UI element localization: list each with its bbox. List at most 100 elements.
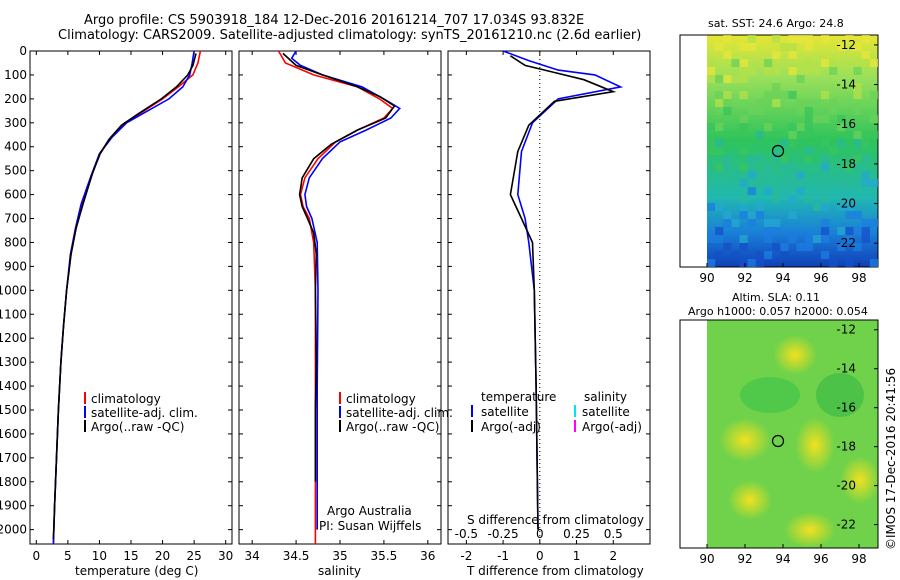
sst-cell: [780, 155, 789, 163]
sst-cell: [707, 203, 716, 211]
sst-cell: [796, 243, 805, 251]
sst-cell: [731, 171, 740, 179]
sst-cell: [861, 235, 870, 243]
map-lon-label: 90: [699, 271, 714, 285]
salinity-legend: climatology satellite-adj. clim. Argo(..…: [319, 392, 453, 533]
sst-cell: [804, 235, 813, 243]
sst-cell: [715, 251, 724, 259]
sst-cell: [869, 179, 878, 187]
sla-map-title-1: Altim. SLA: 0.11: [732, 291, 821, 304]
x-tick-label: 30: [218, 549, 233, 563]
sst-cell: [715, 203, 724, 211]
sst-cell: [747, 67, 756, 75]
sst-cell: [788, 131, 797, 139]
legend-argo: Argo(..raw -QC): [346, 420, 439, 434]
sla-map: [679, 319, 880, 549]
sst-cell: [861, 59, 870, 67]
depth-tick-label: 700: [4, 212, 27, 226]
sst-cell: [788, 51, 797, 59]
sst-cell: [763, 163, 773, 171]
sst-cell: [861, 131, 870, 139]
sst-cell: [853, 155, 862, 163]
sst-cell: [739, 67, 748, 75]
sst-cell: [715, 99, 724, 107]
sst-cell: [796, 187, 805, 195]
legend-argo: Argo(..raw -QC): [91, 420, 184, 434]
sst-cell: [796, 107, 805, 115]
sst-cell: [723, 91, 732, 99]
x-tick-label: 15: [123, 549, 138, 563]
map-lat-label: -22: [836, 518, 856, 532]
x-tick-label: 5: [64, 549, 72, 563]
sst-cell: [804, 195, 813, 203]
map-lon-label: 96: [813, 271, 828, 285]
sst-cell: [755, 99, 765, 107]
sst-cell: [731, 75, 740, 83]
s-tick-label: -0.5: [455, 527, 478, 541]
sst-cell: [723, 163, 732, 171]
depth-tick-label: 1900: [0, 499, 27, 513]
x-tick-label: 0: [32, 549, 40, 563]
sst-cell: [869, 219, 878, 227]
series-line-satellite-adj-clim-: [52, 50, 195, 545]
sst-cell: [796, 171, 805, 179]
sst-cell: [707, 59, 716, 67]
sst-cell: [707, 139, 716, 147]
sst-cell: [707, 67, 716, 75]
s-tick-label: 0.5: [604, 527, 623, 541]
series-layer: [52, 50, 624, 545]
sst-cell: [739, 123, 748, 131]
map-lat-label: -16: [836, 401, 856, 415]
sst-cell: [715, 123, 724, 131]
header-line-1: Argo profile: CS 5903918_184 12-Dec-2016…: [84, 13, 585, 28]
depth-tick-label: 600: [4, 188, 27, 202]
sst-cell: [780, 163, 789, 171]
salinity-panel-frame: [238, 50, 442, 545]
sst-cell: [755, 171, 765, 179]
sst-cell: [772, 51, 781, 59]
sst-cell: [747, 43, 756, 51]
sst-cell: [812, 67, 822, 75]
sst-cell: [829, 59, 838, 67]
sst-cell: [812, 99, 822, 107]
sst-cell: [739, 195, 748, 203]
sst-cell: [820, 179, 830, 187]
sst-cell: [869, 131, 878, 139]
sst-cell: [780, 139, 789, 147]
sst-cell: [837, 139, 846, 147]
x-tick-label: 35: [332, 549, 347, 563]
x-tick-label: 0: [536, 549, 544, 563]
depth-tick-label: 400: [4, 140, 27, 154]
map-lon-label: 98: [851, 552, 866, 566]
sst-cell: [804, 67, 813, 75]
temperature-panel-frame: [29, 50, 233, 545]
sst-cell: [804, 99, 813, 107]
sst-cell: [772, 83, 781, 91]
sst-cell: [715, 163, 724, 171]
map-lon-label: 94: [775, 271, 790, 285]
legend-s-satellite: satellite: [582, 405, 630, 419]
sst-cell: [861, 51, 870, 59]
sst-cell: [715, 147, 724, 155]
sst-cell: [845, 235, 854, 243]
series-line-satellite-adj-clim-: [290, 50, 401, 530]
sst-cell: [837, 203, 846, 211]
x-tick-label: 25: [186, 549, 201, 563]
sst-cell: [853, 227, 862, 235]
sst-cell: [772, 155, 781, 163]
x-tick-label: 34: [245, 549, 260, 563]
sst-cell: [869, 115, 878, 123]
sst-cell: [788, 123, 797, 131]
sst-cell: [707, 235, 716, 243]
sst-cell: [820, 163, 830, 171]
sst-cell: [861, 171, 870, 179]
x-tick-label: 2: [609, 549, 617, 563]
sst-cell: [861, 35, 870, 43]
sst-cell: [788, 211, 797, 219]
legend-satellite: satellite-adj. clim.: [91, 406, 198, 420]
map-lon-label: 98: [851, 271, 866, 285]
sst-cell: [715, 43, 724, 51]
sst-cell: [747, 155, 756, 163]
sst-cell: [853, 163, 862, 171]
t-diff-axis-label: T difference from climatology: [466, 564, 644, 578]
